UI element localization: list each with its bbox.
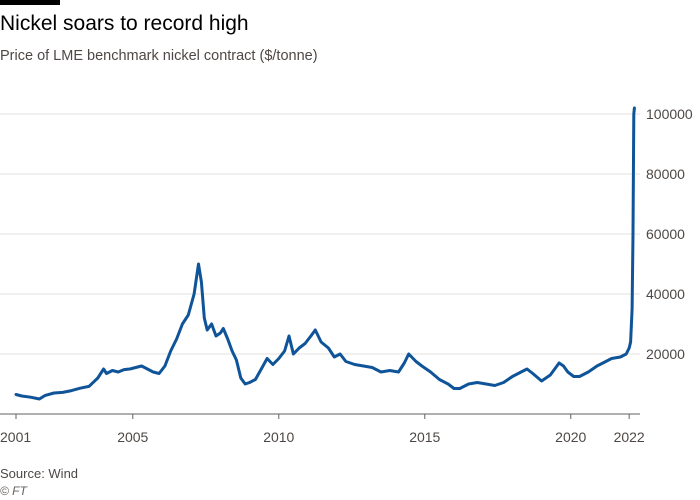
- x-tick-label: 2015: [409, 429, 440, 445]
- x-tick-label: 2010: [263, 429, 294, 445]
- x-tick-label: 2005: [117, 429, 148, 445]
- ft-brand-bar: [0, 0, 60, 5]
- y-tick-label: 20000: [646, 346, 685, 362]
- x-tick-label: 2001: [0, 429, 31, 445]
- line-chart: 20000 40000 60000 80000 100000 2001 2005 2010 20…: [0, 106, 693, 445]
- x-tick-label: 2022: [614, 429, 645, 445]
- nickel-price-line: [14, 106, 636, 401]
- x-tick-label: 2020: [555, 429, 586, 445]
- chart-source: Source: Wind: [0, 466, 79, 481]
- y-tick-label: 80000: [646, 166, 685, 182]
- chart-credit: © FT: [0, 484, 27, 498]
- chart-subtitle: Price of LME benchmark nickel contract (…: [0, 48, 318, 64]
- y-tick-label: 40000: [646, 286, 685, 302]
- y-tick-label: 60000: [646, 226, 685, 242]
- y-tick-label: 100000: [646, 106, 693, 122]
- chart-title: Nickel soars to record high: [0, 12, 249, 35]
